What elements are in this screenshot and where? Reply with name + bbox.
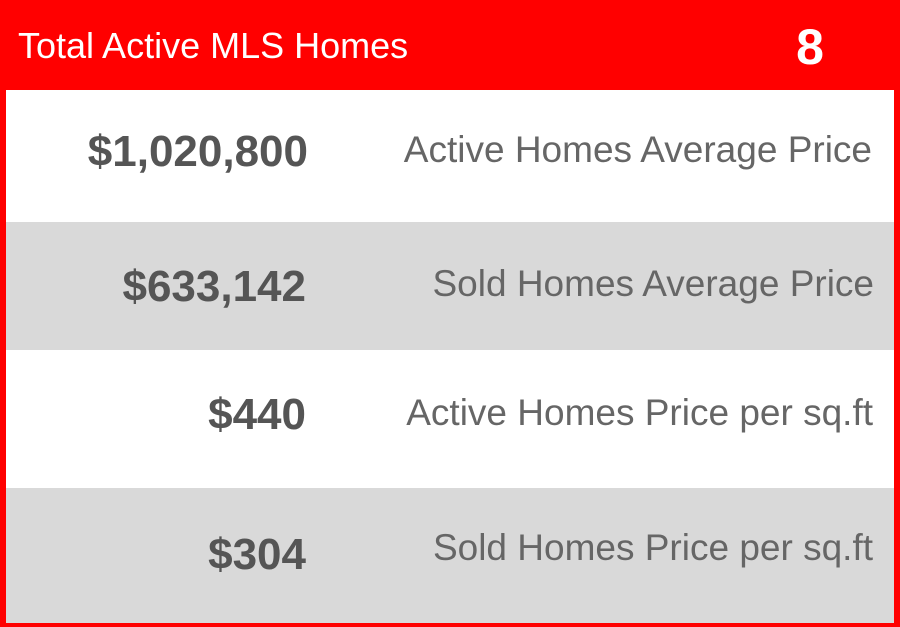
header-title: Total Active MLS Homes — [18, 25, 409, 66]
stat-value: $633,142 — [122, 262, 306, 311]
stat-value: $304 — [208, 530, 306, 579]
card-header: Total Active MLS Homes 8 — [0, 0, 900, 90]
stat-row-active-average-price: $1,020,800 Active Homes Average Price — [6, 90, 894, 222]
stat-label: Active Homes Average Price — [403, 129, 872, 170]
stat-value: $1,020,800 — [87, 127, 308, 176]
stat-label: Sold Homes Price per sq.ft — [432, 527, 873, 568]
stats-list: $1,020,800 Active Homes Average Price $6… — [6, 90, 894, 623]
stat-row-sold-average-price: $633,142 Sold Homes Average Price — [6, 222, 894, 350]
stat-row-sold-price-per-sqft: $304 Sold Homes Price per sq.ft — [6, 488, 894, 623]
stat-label: Sold Homes Average Price — [432, 263, 875, 304]
total-homes-count: 8 — [796, 19, 824, 75]
stat-row-active-price-per-sqft: $440 Active Homes Price per sq.ft — [6, 350, 894, 488]
stat-label: Active Homes Price per sq.ft — [406, 392, 873, 433]
stat-value: $440 — [208, 390, 306, 439]
